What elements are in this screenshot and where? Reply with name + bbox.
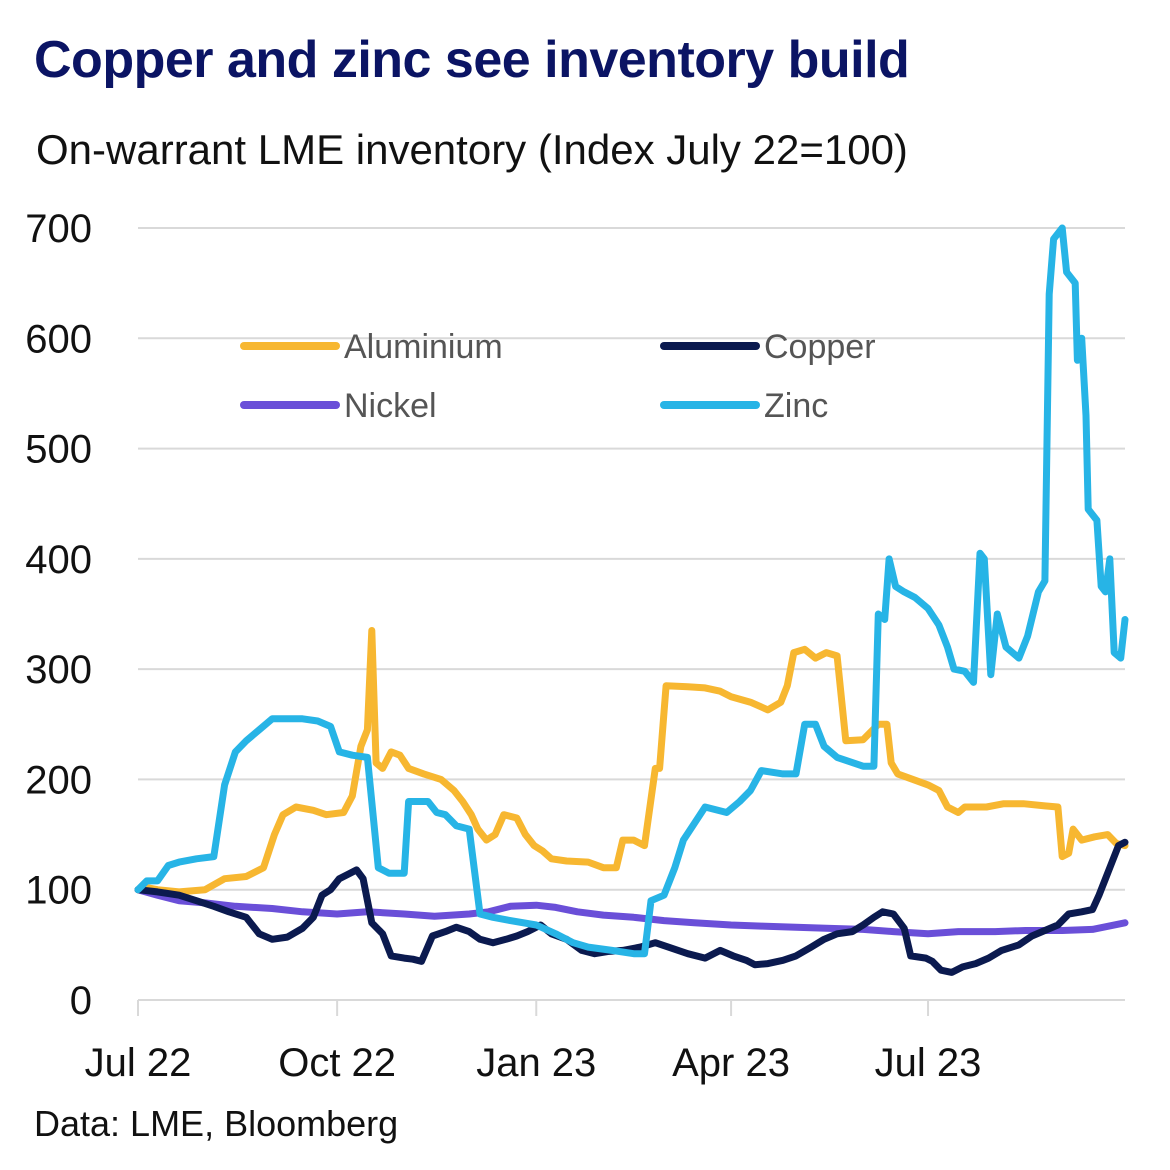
- y-axis-tick-labels: 0 100 200 300 400 500 600 700: [25, 207, 92, 1023]
- x-tick-label: Jan 23: [476, 1041, 596, 1085]
- y-tick-label: 500: [25, 428, 92, 472]
- series-lines: [134, 224, 1129, 976]
- y-tick-label: 600: [25, 317, 92, 361]
- x-tick-label: Jul 22: [85, 1041, 192, 1085]
- x-tick-label: Oct 22: [278, 1041, 396, 1085]
- legend-label: Copper: [764, 328, 876, 366]
- y-tick-label: 300: [25, 648, 92, 692]
- legend-item-copper: Copper: [660, 328, 876, 366]
- legend-label: Aluminium: [344, 328, 503, 366]
- legend-label: Nickel: [344, 387, 437, 425]
- y-tick-label: 200: [25, 758, 92, 802]
- chart-subtitle: On-warrant LME inventory (Index July 22=…: [36, 126, 908, 173]
- legend-item-nickel: Nickel: [240, 387, 437, 425]
- chart-title: Copper and zinc see inventory build: [34, 31, 910, 89]
- x-axis: [137, 999, 1125, 1016]
- series-line-zinc: [134, 224, 1129, 958]
- legend-item-aluminium: Aluminium: [240, 328, 503, 366]
- series-line-nickel: [134, 886, 1129, 938]
- series-line-aluminium: [134, 627, 1129, 896]
- y-tick-label: 0: [70, 979, 92, 1023]
- x-tick-label: Apr 23: [672, 1041, 790, 1085]
- legend: Aluminium Copper Nickel Zinc: [240, 328, 876, 425]
- y-tick-label: 700: [25, 207, 92, 251]
- x-axis-tick-labels: Jul 22 Oct 22 Jan 23 Apr 23 Jul 23: [85, 1041, 982, 1085]
- source-note: Data: LME, Bloomberg: [34, 1103, 399, 1144]
- legend-label: Zinc: [764, 387, 828, 425]
- y-tick-label: 100: [25, 869, 92, 913]
- legend-item-zinc: Zinc: [660, 387, 828, 425]
- y-tick-label: 400: [25, 538, 92, 582]
- x-tick-label: Jul 23: [875, 1041, 982, 1085]
